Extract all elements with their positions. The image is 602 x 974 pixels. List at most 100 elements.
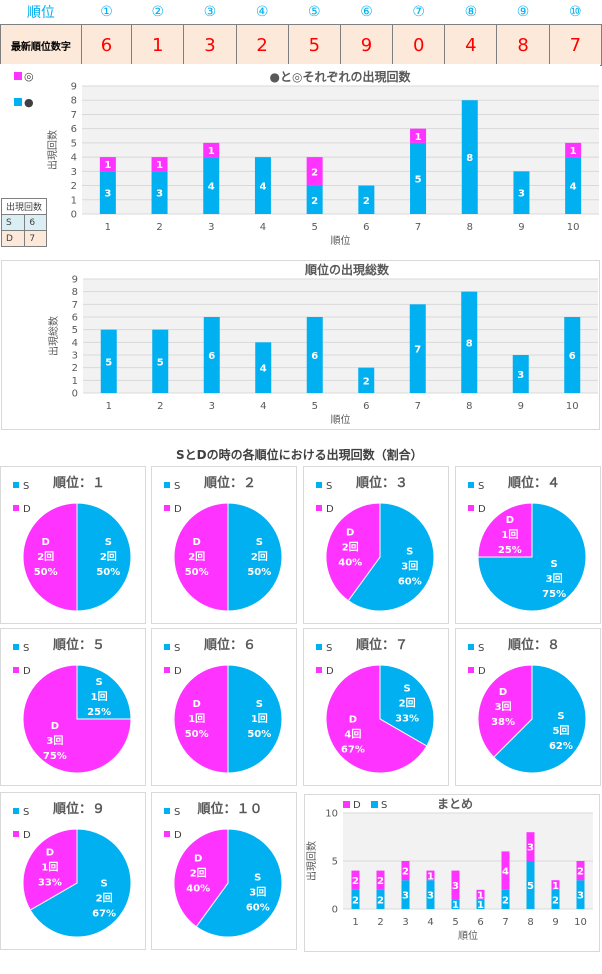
- stacked-bar-chart: 0123456789311312413442252651788394110順位出…: [14, 69, 599, 247]
- legend-label: D: [23, 504, 31, 515]
- legend-label: S: [174, 807, 180, 818]
- legend-swatch: [468, 505, 474, 511]
- pie-data-label: 2回: [100, 551, 117, 563]
- legend-label: S: [23, 807, 29, 818]
- bar: [410, 128, 427, 143]
- pie-data-label: 50%: [185, 567, 209, 578]
- pie-data-label: 2回: [399, 697, 416, 709]
- data-label: 4: [502, 867, 509, 878]
- pie-data-label: 3回: [546, 573, 563, 585]
- legend-label: S: [381, 800, 387, 811]
- latest-digit: 5: [287, 24, 341, 66]
- pie-data-label: 40%: [186, 883, 210, 894]
- data-label: 2: [352, 895, 359, 906]
- latest-digits-row: 最新順位数字 6 1 3 2 5 9 0 4 8 7: [0, 24, 602, 66]
- data-label: 1: [156, 160, 163, 171]
- data-label: 1: [427, 871, 434, 882]
- pie-data-label: 1回: [188, 713, 205, 725]
- pie-chart: 順位：９ S D S 2回 67% D 1回 33%: [13, 801, 132, 938]
- data-label: 3: [527, 843, 534, 854]
- pie-data-label: 2回: [188, 551, 205, 563]
- count-val: 7: [24, 230, 48, 247]
- pie-data-label: 67%: [92, 909, 116, 920]
- x-tick-label: 9: [518, 222, 524, 233]
- data-label: 1: [104, 160, 111, 171]
- legend-label: S: [478, 643, 484, 654]
- chart-title: まとめ: [437, 797, 473, 811]
- x-tick-label: 7: [502, 917, 508, 928]
- data-label: 1: [570, 146, 577, 157]
- x-tick-label: 8: [467, 222, 473, 233]
- y-tick-label: 8: [71, 96, 77, 107]
- x-tick-label: 2: [157, 401, 163, 412]
- bar: [576, 861, 585, 881]
- data-label: 2: [377, 876, 384, 887]
- bar: [426, 880, 435, 909]
- data-label: 6: [311, 351, 318, 362]
- data-label: 8: [466, 153, 473, 164]
- legend-label: S: [174, 481, 180, 492]
- pie-data-label: 40%: [338, 557, 362, 568]
- bar: [100, 329, 117, 393]
- pie-slice-d: [477, 664, 533, 758]
- data-label: 4: [570, 182, 577, 193]
- bar: [451, 870, 460, 900]
- x-tick-label: 4: [260, 222, 266, 233]
- legend-label: D: [478, 504, 486, 515]
- x-tick-label: 4: [260, 401, 266, 412]
- pie-chart: 順位：５ S D S 1回 25% D 3回 75%: [13, 637, 132, 774]
- data-label: 5: [157, 357, 164, 368]
- pie-data-label: D: [42, 537, 50, 548]
- y-tick-label: 5: [71, 138, 77, 149]
- pie-data-label: 50%: [247, 729, 271, 740]
- pie-data-label: S: [557, 711, 564, 722]
- pie-slice-s: [227, 502, 283, 612]
- x-tick-label: 4: [427, 917, 433, 928]
- pie-data-label: S: [256, 537, 263, 548]
- x-tick-label: 7: [415, 401, 421, 412]
- latest-digit: 2: [235, 24, 289, 66]
- bar: [401, 880, 410, 909]
- pie-title: 順位：４: [508, 475, 560, 491]
- y-tick-label: 7: [71, 110, 77, 121]
- legend-swatch: [371, 801, 378, 808]
- legend-label: ●: [24, 96, 34, 109]
- pie-data-label: S: [96, 677, 103, 688]
- bar: [351, 889, 360, 909]
- latest-digit: 6: [80, 24, 133, 66]
- count-val: 6: [24, 214, 48, 231]
- pie-data-label: 3回: [46, 735, 63, 747]
- bar: [151, 157, 168, 172]
- legend-swatch: [14, 72, 22, 80]
- y-axis-label: 出現回数: [46, 130, 59, 170]
- data-label: 3: [518, 189, 525, 200]
- pie-slice-d: [173, 664, 229, 774]
- data-label: 1: [208, 146, 215, 157]
- pie-data-label: D: [499, 687, 507, 698]
- pie-slice-d: [477, 502, 533, 558]
- pie-panel: 順位：８ S D S 5回 62% D 3回 38%: [455, 628, 601, 786]
- data-label: 2: [363, 376, 370, 387]
- x-tick-label: 3: [209, 401, 215, 412]
- pie-data-label: 2回: [37, 551, 54, 563]
- bar: [254, 157, 271, 214]
- bar: [576, 880, 585, 909]
- pie-chart: 順位：１ S D S 2回 50% D 2回 50%: [13, 475, 132, 612]
- pie-data-label: 1回: [41, 861, 58, 873]
- x-tick-label: 9: [518, 401, 524, 412]
- legend-swatch: [164, 667, 170, 673]
- plot-area: [83, 279, 598, 393]
- y-tick-label: 6: [72, 313, 78, 324]
- pie-data-label: D: [349, 715, 357, 726]
- legend-label: D: [326, 504, 334, 515]
- rank-mark: ④: [255, 4, 269, 20]
- data-label: 3: [104, 189, 111, 200]
- pie-panel: 順位：６ S D S 1回 50% D 1回 50%: [151, 628, 297, 786]
- pie-chart: 順位：６ S D S 1回 50% D 1回 50%: [164, 637, 283, 774]
- bar: [376, 889, 385, 909]
- x-tick-label: 8: [466, 401, 472, 412]
- legend-swatch: [13, 831, 19, 837]
- bar: [476, 889, 485, 900]
- pie-data-label: 2回: [251, 551, 268, 563]
- pie-data-label: 50%: [96, 567, 120, 578]
